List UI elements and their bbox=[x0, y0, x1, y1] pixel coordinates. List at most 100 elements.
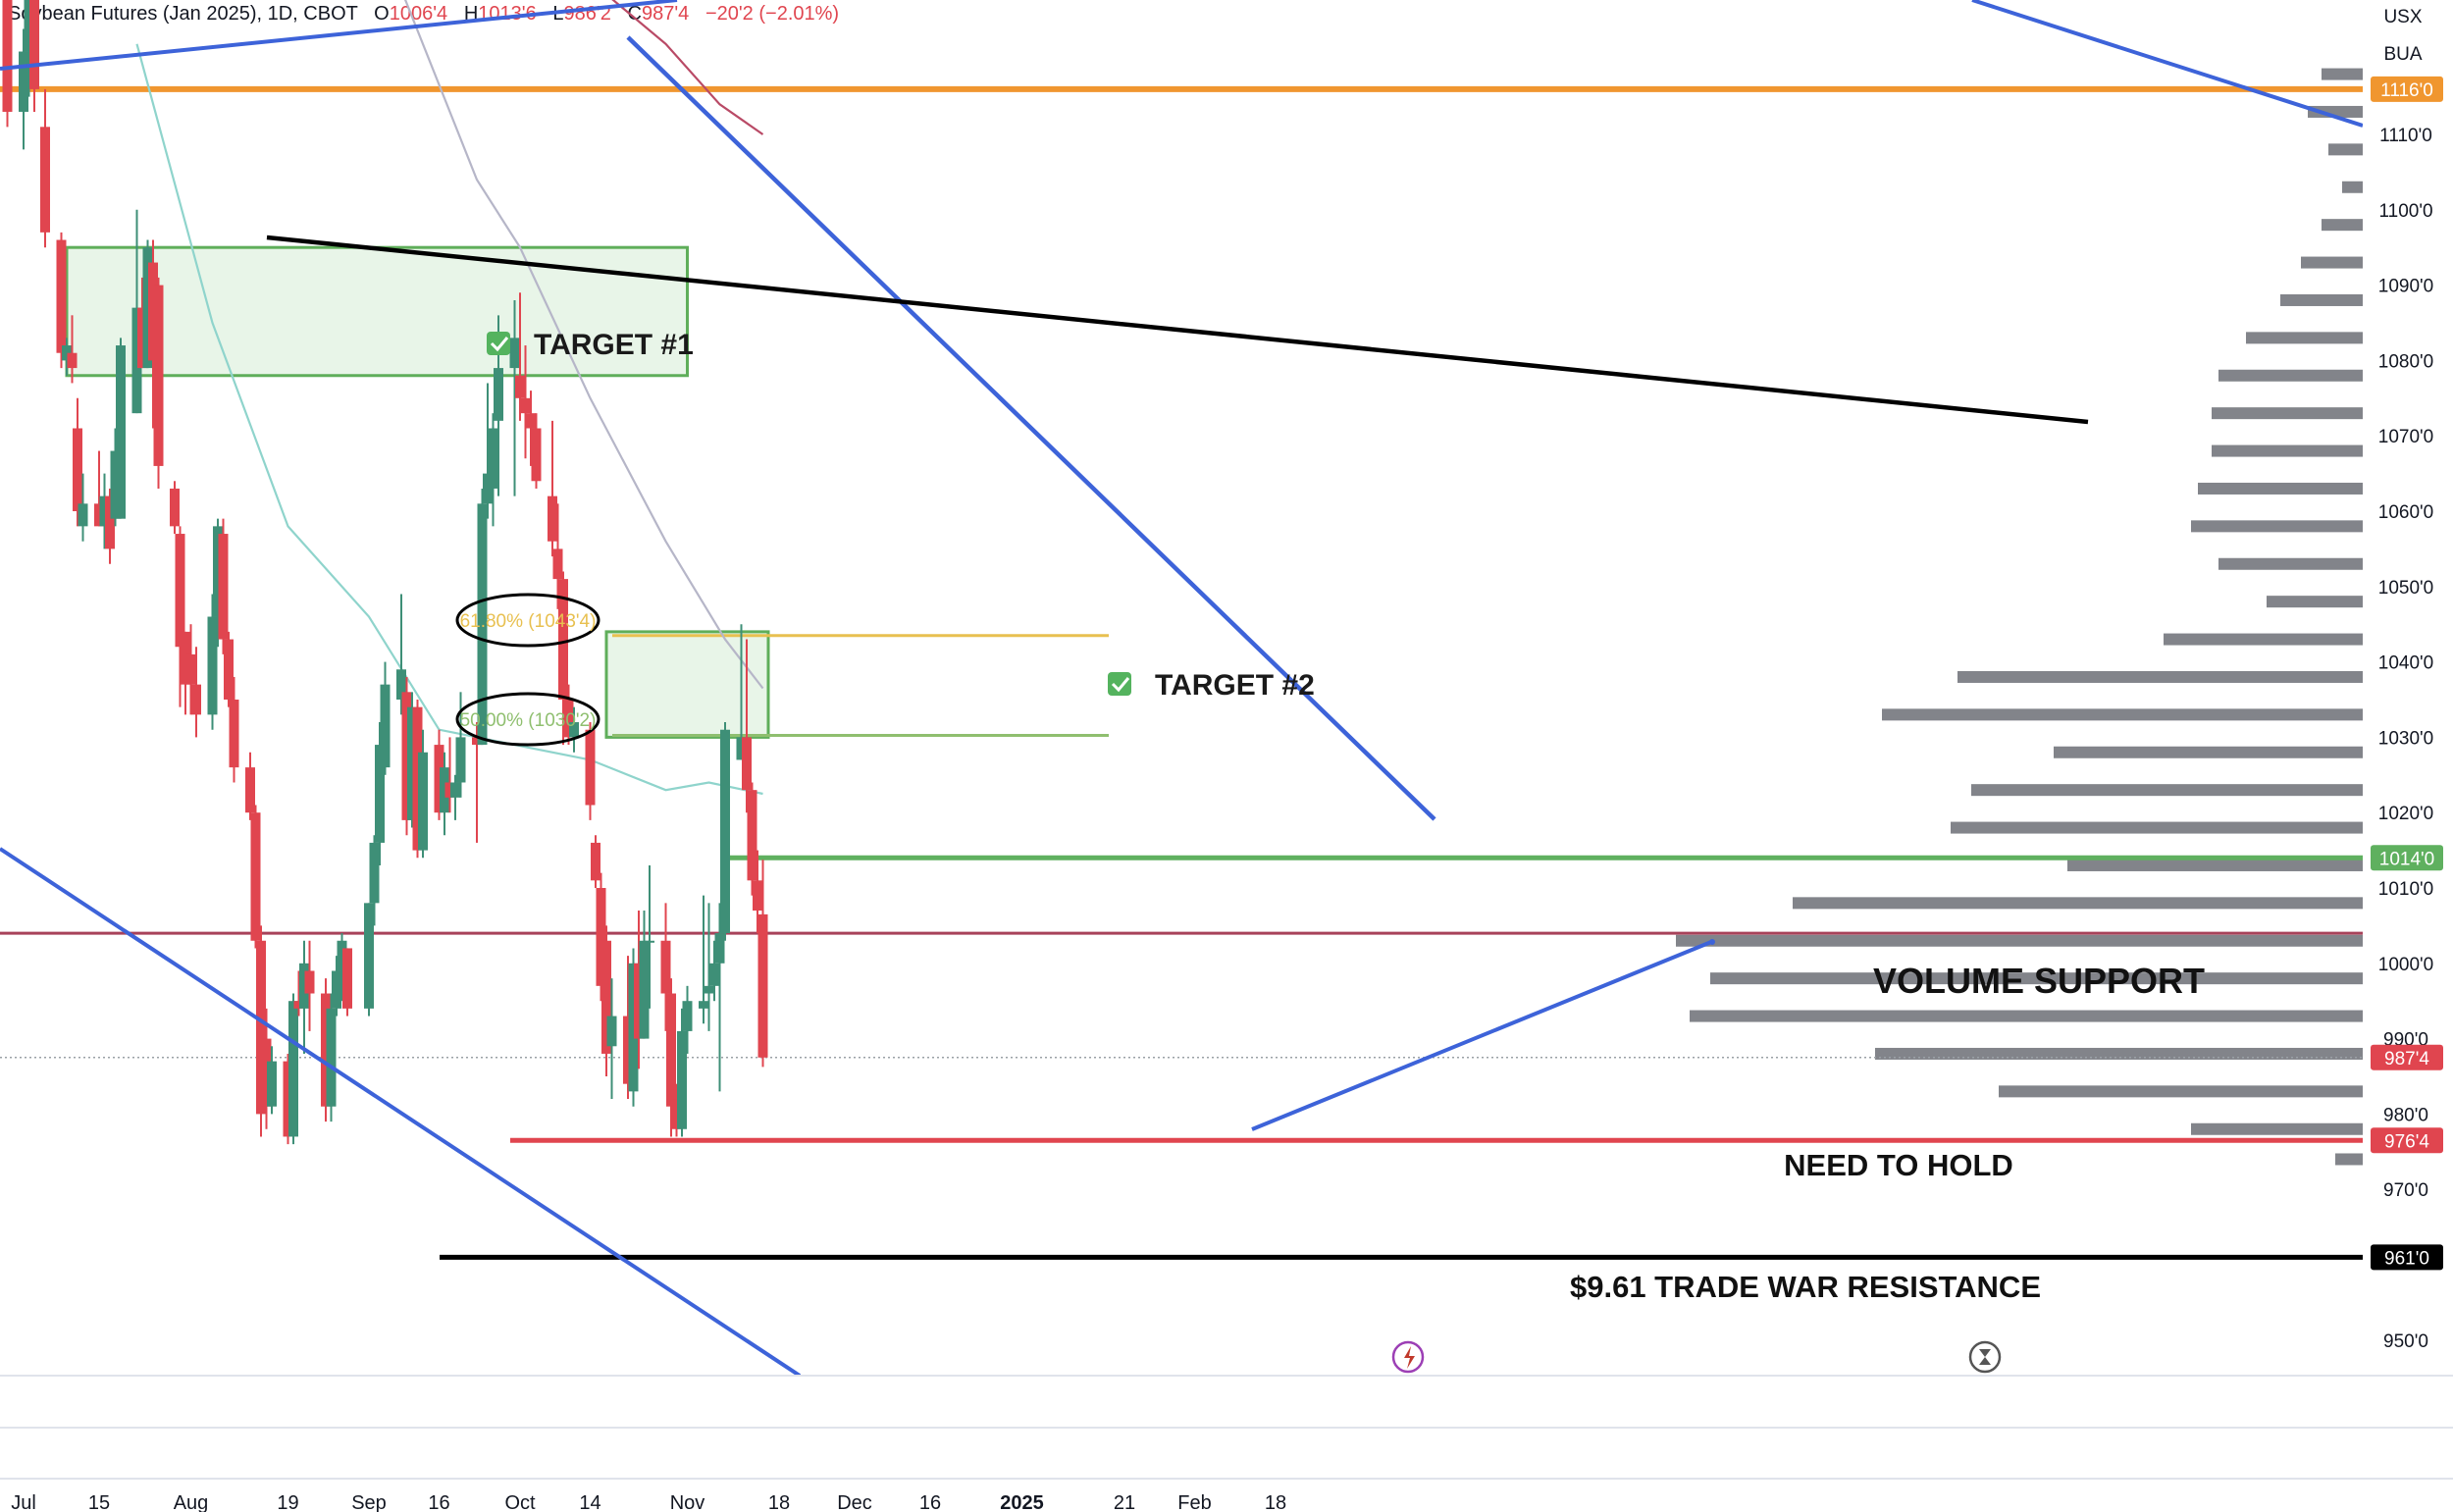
close-label: C bbox=[627, 3, 642, 25]
candle-body bbox=[699, 1001, 708, 1009]
candle-body bbox=[40, 127, 50, 233]
candle-body bbox=[418, 752, 428, 851]
symbol-title[interactable]: Soybean Futures (Jan 2025), 1D, CBOT bbox=[8, 3, 358, 25]
volume-profile-bar bbox=[2246, 332, 2363, 344]
candle-body bbox=[645, 940, 654, 943]
candle-body bbox=[78, 503, 88, 527]
candle-body bbox=[736, 737, 747, 760]
volume-profile-bar bbox=[2322, 219, 2363, 232]
candle-body bbox=[299, 963, 309, 1009]
x-tick-label: 21 bbox=[1114, 1492, 1135, 1512]
volume-profile-bar bbox=[2198, 482, 2363, 495]
candle-body bbox=[56, 239, 67, 353]
moving-average-line bbox=[403, 0, 764, 690]
candle-body bbox=[596, 888, 606, 986]
check-icon bbox=[1108, 672, 1131, 696]
candle-body bbox=[261, 1038, 272, 1107]
candle-body bbox=[293, 1001, 304, 1009]
check-icon-box bbox=[487, 332, 510, 355]
candle-body bbox=[321, 993, 331, 1107]
hourglass-icon-ring bbox=[1968, 1340, 2002, 1374]
volume-profile-bar bbox=[2218, 369, 2363, 382]
x-tick-label: Sep bbox=[351, 1492, 387, 1512]
change-value: −20'2 (−2.01%) bbox=[705, 3, 840, 25]
candle-body bbox=[304, 970, 315, 994]
check-icon-mark bbox=[1111, 677, 1130, 693]
volume-profile-bar bbox=[2328, 143, 2363, 156]
x-tick-label: 18 bbox=[768, 1492, 790, 1512]
candle-body bbox=[623, 1016, 633, 1084]
candle-body bbox=[401, 692, 412, 820]
candle-body bbox=[666, 993, 676, 1107]
candle-body bbox=[24, 0, 34, 52]
candle-body bbox=[558, 579, 568, 700]
candle-body bbox=[99, 495, 110, 527]
price-tag-label: 961'0 bbox=[2384, 1248, 2429, 1269]
candle-body bbox=[256, 940, 266, 1115]
price-tag-label: 1014'0 bbox=[2379, 849, 2434, 869]
candle-body bbox=[94, 503, 104, 527]
candle-body bbox=[682, 1001, 693, 1031]
x-tick-label: Oct bbox=[504, 1492, 536, 1512]
target-1-label: TARGET #1 bbox=[534, 329, 694, 361]
volume-profile-bar bbox=[1882, 708, 2363, 721]
check-icon-box bbox=[1108, 672, 1131, 696]
volume-profile-bar bbox=[2054, 746, 2363, 758]
volume-profile-bar bbox=[1690, 1010, 2363, 1022]
y-tick-label: 1020'0 bbox=[2378, 804, 2433, 824]
price-tag bbox=[2371, 1244, 2443, 1271]
moving-average-line bbox=[611, 0, 764, 135]
candle-body bbox=[677, 1030, 687, 1129]
candle-body bbox=[531, 428, 542, 482]
candle-body bbox=[494, 368, 503, 421]
open-value: 1006'4 bbox=[389, 3, 448, 25]
candle-body bbox=[714, 933, 725, 964]
candle-body bbox=[207, 616, 218, 715]
chart-header: Soybean Futures (Jan 2025), 1D, CBOT O10… bbox=[8, 3, 839, 26]
candle-body bbox=[709, 963, 719, 986]
candle-body bbox=[552, 548, 563, 580]
candle-body bbox=[224, 639, 234, 700]
candle-body bbox=[455, 737, 466, 783]
price-tag bbox=[2371, 1127, 2443, 1154]
lightning-icon bbox=[1391, 1340, 1425, 1374]
y-tick-label: 1110'0 bbox=[2379, 126, 2432, 146]
volume-profile-bar bbox=[2191, 520, 2363, 533]
volume-profile-bar bbox=[1999, 1085, 2363, 1098]
candle-body bbox=[628, 963, 639, 1092]
candle-body bbox=[444, 782, 455, 798]
volume-profile-bar bbox=[2218, 557, 2363, 570]
y-tick-label: 1050'0 bbox=[2378, 578, 2433, 599]
y-tick-label: 980'0 bbox=[2383, 1105, 2428, 1125]
need-to-hold-label: NEED TO HOLD bbox=[1784, 1148, 2013, 1182]
candle-body bbox=[116, 345, 126, 519]
candle-body bbox=[191, 684, 201, 715]
candle-body bbox=[369, 842, 380, 904]
candle-body bbox=[142, 247, 153, 369]
trendline-anchor bbox=[1709, 939, 1715, 945]
y-tick-label: 1040'0 bbox=[2378, 653, 2433, 674]
trend-line bbox=[0, 847, 802, 1376]
trend-line bbox=[266, 235, 2089, 425]
volume-profile-bar bbox=[1957, 670, 2363, 683]
volume-profile-bar bbox=[2164, 633, 2363, 646]
target-2-label: TARGET #2 bbox=[1155, 669, 1315, 702]
price-tag bbox=[2371, 76, 2443, 102]
candle-body bbox=[110, 450, 121, 519]
fib-label-50: 50.00% (1030'2) bbox=[460, 710, 597, 731]
candle-body bbox=[185, 653, 196, 685]
candle-body bbox=[283, 1061, 293, 1137]
candle-body bbox=[218, 534, 229, 640]
x-tick-label: Feb bbox=[1177, 1492, 1211, 1512]
hourglass-icon-glass bbox=[1979, 1349, 1991, 1365]
check-icon bbox=[487, 332, 510, 355]
y-tick-label: 970'0 bbox=[2383, 1180, 2428, 1201]
candle-body bbox=[29, 0, 39, 89]
candle-body bbox=[585, 729, 596, 806]
candle-body bbox=[671, 1099, 682, 1129]
candle-body bbox=[488, 428, 498, 489]
price-tag-label: 987'4 bbox=[2384, 1049, 2429, 1069]
open-label: O bbox=[374, 3, 390, 25]
x-tick-label: Dec bbox=[837, 1492, 872, 1512]
